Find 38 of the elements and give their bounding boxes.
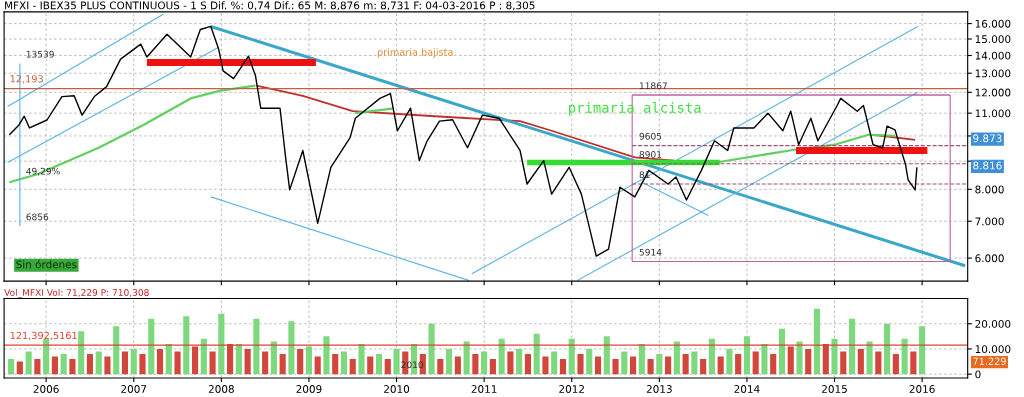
y-tick-label: 20.000 — [975, 319, 1011, 328]
annotation: Sin órdenes — [16, 259, 77, 269]
y-tick-label: 16.000 — [975, 19, 1011, 28]
x-tick-label: 2012 — [559, 385, 584, 393]
annotation: 2010 — [401, 361, 424, 369]
annotation: 5914 — [639, 248, 662, 256]
x-tick-label: 2008 — [208, 385, 234, 393]
x-tick-label: 2013 — [646, 385, 672, 393]
annotation: 6856 — [26, 213, 49, 221]
annotation: 11867 — [639, 82, 667, 90]
x-tick-label: 2015 — [822, 385, 847, 393]
x-tick-label: 2009 — [296, 385, 322, 393]
annotation: 8901 — [639, 151, 662, 158]
y-tick-label: 6.000 — [975, 254, 1004, 263]
x-tick-label: 2011 — [471, 385, 497, 393]
y-tick-label: 12.000 — [975, 88, 1011, 97]
x-tick-label: 2010 — [384, 385, 410, 393]
y-tick-label: 13.000 — [975, 69, 1011, 78]
y-tick-label: 7.000 — [975, 217, 1004, 226]
chart-title: Vol_MFXI Vol: 71,229 P: 710,308 — [4, 288, 149, 298]
x-tick-label: 2016 — [909, 385, 935, 393]
text: 8.816 — [973, 161, 1002, 170]
x-tick-label: 2014 — [734, 385, 760, 393]
y-tick-label: 15.000 — [975, 35, 1011, 44]
text: 9.873 — [973, 134, 1002, 143]
y-tick-label: 11.000 — [975, 109, 1011, 118]
y-tick-label: 0 — [975, 370, 981, 379]
y-tick-label: 14.000 — [975, 51, 1011, 60]
y-tick-label: 10.000 — [975, 345, 1011, 354]
annotation: 13539 — [26, 50, 54, 58]
text: 71.229 — [973, 357, 1006, 365]
annotation: primaria bajista — [377, 48, 453, 58]
annotation: 9605 — [639, 132, 662, 140]
ref-line-label: 121,392,5161 — [10, 331, 77, 341]
x-tick-label: 2006 — [33, 385, 59, 393]
x-tick-label: 2007 — [121, 385, 147, 393]
y-tick-label: 8.000 — [975, 185, 1004, 194]
chart-title: MFXI - IBEX35 PLUS CONTINUOUS - 1 S Dif. %: 0,74 Dif.: 65 M: 8,876 m: 8,731 F: 04-03-2016 P : 8,305 — [5, 1, 535, 11]
